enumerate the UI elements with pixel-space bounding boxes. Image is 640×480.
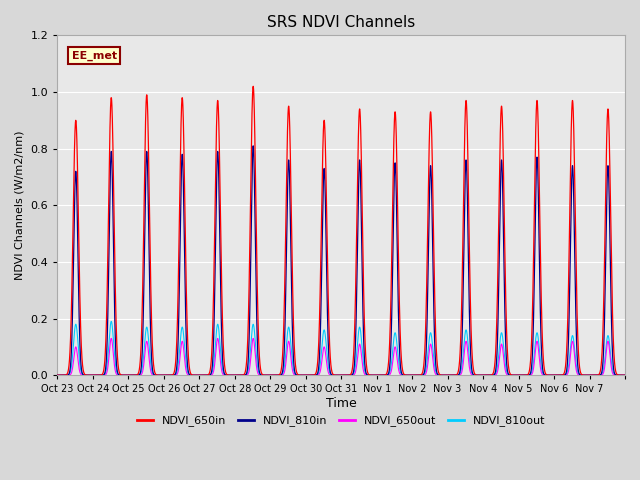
NDVI_650out [505, 372, 513, 378]
NDVI_650in [621, 372, 629, 378]
NDVI_650out [108, 336, 115, 341]
Line: NDVI_810in: NDVI_810in [58, 146, 625, 375]
NDVI_810in [390, 224, 397, 230]
NDVI_810in [250, 143, 257, 149]
NDVI_650in [259, 372, 267, 378]
NDVI_650in [414, 372, 422, 378]
Line: NDVI_810out: NDVI_810out [58, 322, 625, 375]
NDVI_810out [505, 372, 513, 378]
NDVI_650out [474, 372, 482, 378]
NDVI_810in [474, 372, 482, 378]
Line: NDVI_650out: NDVI_650out [58, 338, 625, 375]
NDVI_810in [259, 372, 267, 378]
NDVI_810out [82, 372, 90, 378]
NDVI_650out [54, 372, 61, 378]
NDVI_810out [621, 372, 629, 378]
NDVI_810out [54, 372, 61, 378]
NDVI_810out [390, 341, 397, 347]
Line: NDVI_650in: NDVI_650in [58, 86, 625, 375]
Y-axis label: NDVI Channels (W/m2/nm): NDVI Channels (W/m2/nm) [15, 131, 25, 280]
NDVI_810out [108, 319, 115, 324]
Title: SRS NDVI Channels: SRS NDVI Channels [267, 15, 415, 30]
NDVI_650out [414, 372, 422, 378]
NDVI_650in [82, 372, 90, 378]
NDVI_650out [621, 372, 629, 378]
X-axis label: Time: Time [326, 397, 356, 410]
NDVI_650in [505, 364, 513, 370]
NDVI_810out [414, 372, 422, 378]
NDVI_650out [82, 372, 90, 378]
NDVI_650out [259, 372, 267, 378]
Legend: NDVI_650in, NDVI_810in, NDVI_650out, NDVI_810out: NDVI_650in, NDVI_810in, NDVI_650out, NDV… [132, 411, 550, 431]
Text: EE_met: EE_met [72, 50, 116, 61]
NDVI_810in [505, 372, 513, 377]
NDVI_810in [414, 372, 422, 378]
NDVI_810in [54, 372, 61, 378]
NDVI_810in [82, 372, 90, 378]
NDVI_810out [474, 372, 482, 378]
NDVI_650in [474, 372, 482, 378]
NDVI_650in [54, 372, 61, 378]
NDVI_650out [390, 354, 397, 360]
NDVI_810in [621, 372, 629, 378]
NDVI_650in [390, 163, 397, 168]
NDVI_810out [259, 372, 267, 378]
NDVI_650in [250, 84, 257, 89]
